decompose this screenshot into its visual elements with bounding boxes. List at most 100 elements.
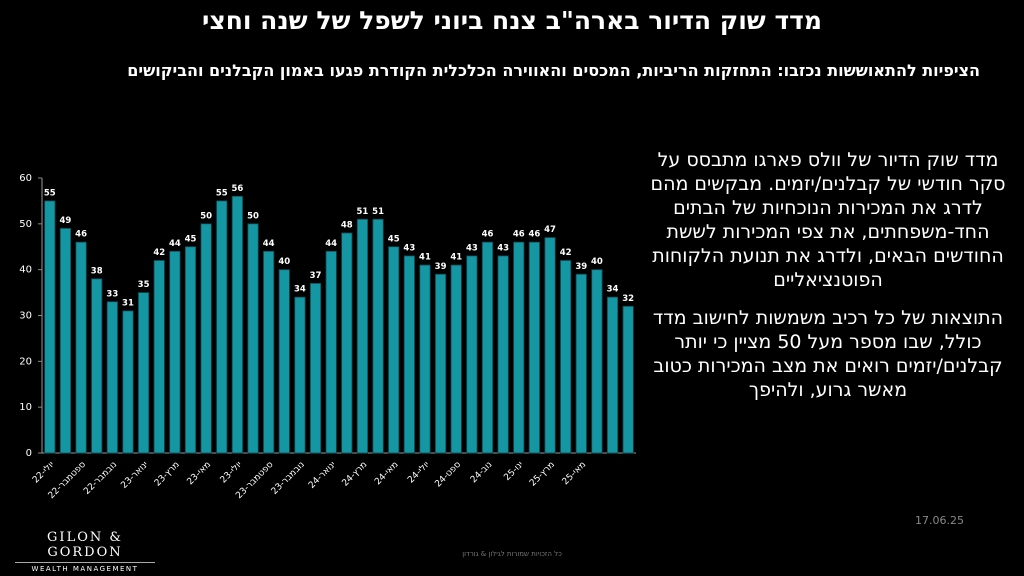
bar [591,269,603,454]
bar [575,273,587,454]
data-label: 44 [169,239,181,249]
data-label: 44 [263,239,275,249]
y-tick-label: 40 [19,265,32,276]
bar [372,218,384,454]
subtitle: הציפיות להתאוששות נכזבו: התחזקות הריביות… [127,61,980,80]
data-label: 41 [419,253,431,263]
data-label: 47 [544,225,556,235]
logo-tagline: WEALTH MANAGEMENT [15,562,155,573]
bar [122,310,134,454]
y-tick-label: 50 [19,219,32,230]
x-tick-label: יולי-22 [31,460,57,486]
x-tick-label: מאי-23 [186,460,213,487]
bar [169,250,181,454]
y-tick-label: 0 [26,448,32,459]
data-label: 34 [607,285,619,295]
x-tick-label: מאי-25 [561,460,588,487]
x-tick-label: מרץ-24 [341,460,370,489]
y-tick-label: 60 [19,173,32,184]
bar [294,296,306,454]
bar [528,241,540,454]
bar [341,232,353,454]
x-tick-label: נוב-24 [469,460,494,485]
x-tick-label: מרץ-25 [528,460,557,489]
data-label: 51 [357,207,369,217]
data-label: 43 [466,243,478,253]
data-label: 56 [231,184,243,194]
bar [606,296,619,454]
data-label: 44 [325,239,337,249]
bar [309,283,322,454]
bar [481,241,494,454]
bar [247,223,259,454]
data-label: 51 [372,207,384,217]
bar [325,250,337,454]
data-label: 43 [403,243,415,253]
date: 17.06.25 [915,514,964,527]
logo: GILON & GORDON WEALTH MANAGEMENT [15,530,155,573]
bar [403,255,415,454]
chart: 0102030405060יולי-225549ספטמבר-224638נוב… [19,173,636,501]
paragraph: התוצאות של כל רכיב משמשות לחישוב מדד כול… [652,307,1004,401]
bar [497,255,509,454]
paragraph: מדד שוק הדיור של וולס פארגו מתבסס על סקר… [650,149,1006,291]
x-tick-label: יולי-23 [219,460,245,486]
bar [153,260,165,454]
x-tick-label: מאי-24 [373,460,400,487]
data-label: 55 [216,188,228,198]
bar [544,237,556,454]
bar [75,241,87,454]
data-label: 38 [91,266,103,276]
data-label: 37 [310,271,322,281]
x-tick-label: נובמבר-23 [270,460,307,497]
data-label: 50 [247,211,259,221]
bar [138,292,150,454]
data-label: 31 [122,298,134,308]
logo-name: GILON & GORDON [47,530,123,560]
bar [91,278,103,454]
y-tick-label: 20 [19,356,32,367]
bar [560,260,572,454]
bar [435,273,447,454]
x-tick-label: ינו-25 [502,460,525,483]
data-label: 45 [388,234,400,244]
data-label: 32 [622,294,634,304]
x-tick-label: יולי-24 [406,460,432,486]
data-label: 33 [106,289,118,299]
bar [388,246,400,454]
title: מדד שוק הדיור בארה"ב צנח ביוני לשפל של ש… [202,6,822,35]
bar [419,264,431,454]
data-label: 42 [560,248,572,258]
x-tick-label: ינואר-23 [119,460,150,491]
bar [216,200,228,454]
data-label: 35 [138,280,150,290]
y-tick-label: 10 [19,402,32,413]
data-label: 46 [528,230,540,240]
x-tick-label: נובמבר-22 [82,460,119,497]
data-label: 49 [60,216,72,226]
bar [184,246,197,454]
y-tick-label: 30 [19,311,32,322]
bar [106,301,118,454]
data-label: 46 [482,230,494,240]
data-label: 45 [185,234,197,244]
bar [450,264,462,454]
bar [356,218,369,454]
data-label: 46 [75,230,87,240]
x-tick-label: מרץ-23 [153,460,182,489]
data-label: 41 [450,253,462,263]
data-label: 42 [153,248,165,258]
data-label: 43 [497,243,509,253]
x-tick-label: ינואר-24 [307,460,338,491]
data-label: 48 [341,221,353,231]
footer: כל הזכויות שמורות לגילון & גורדון [462,550,562,558]
data-label: 55 [44,188,56,198]
data-label: 50 [200,211,212,221]
bar [622,305,634,454]
bar [278,269,290,454]
description: מדד שוק הדיור של וולס פארגו מתבסס על סקר… [648,148,1008,416]
data-label: 40 [591,257,603,267]
data-label: 34 [294,285,306,295]
bar [59,228,72,454]
